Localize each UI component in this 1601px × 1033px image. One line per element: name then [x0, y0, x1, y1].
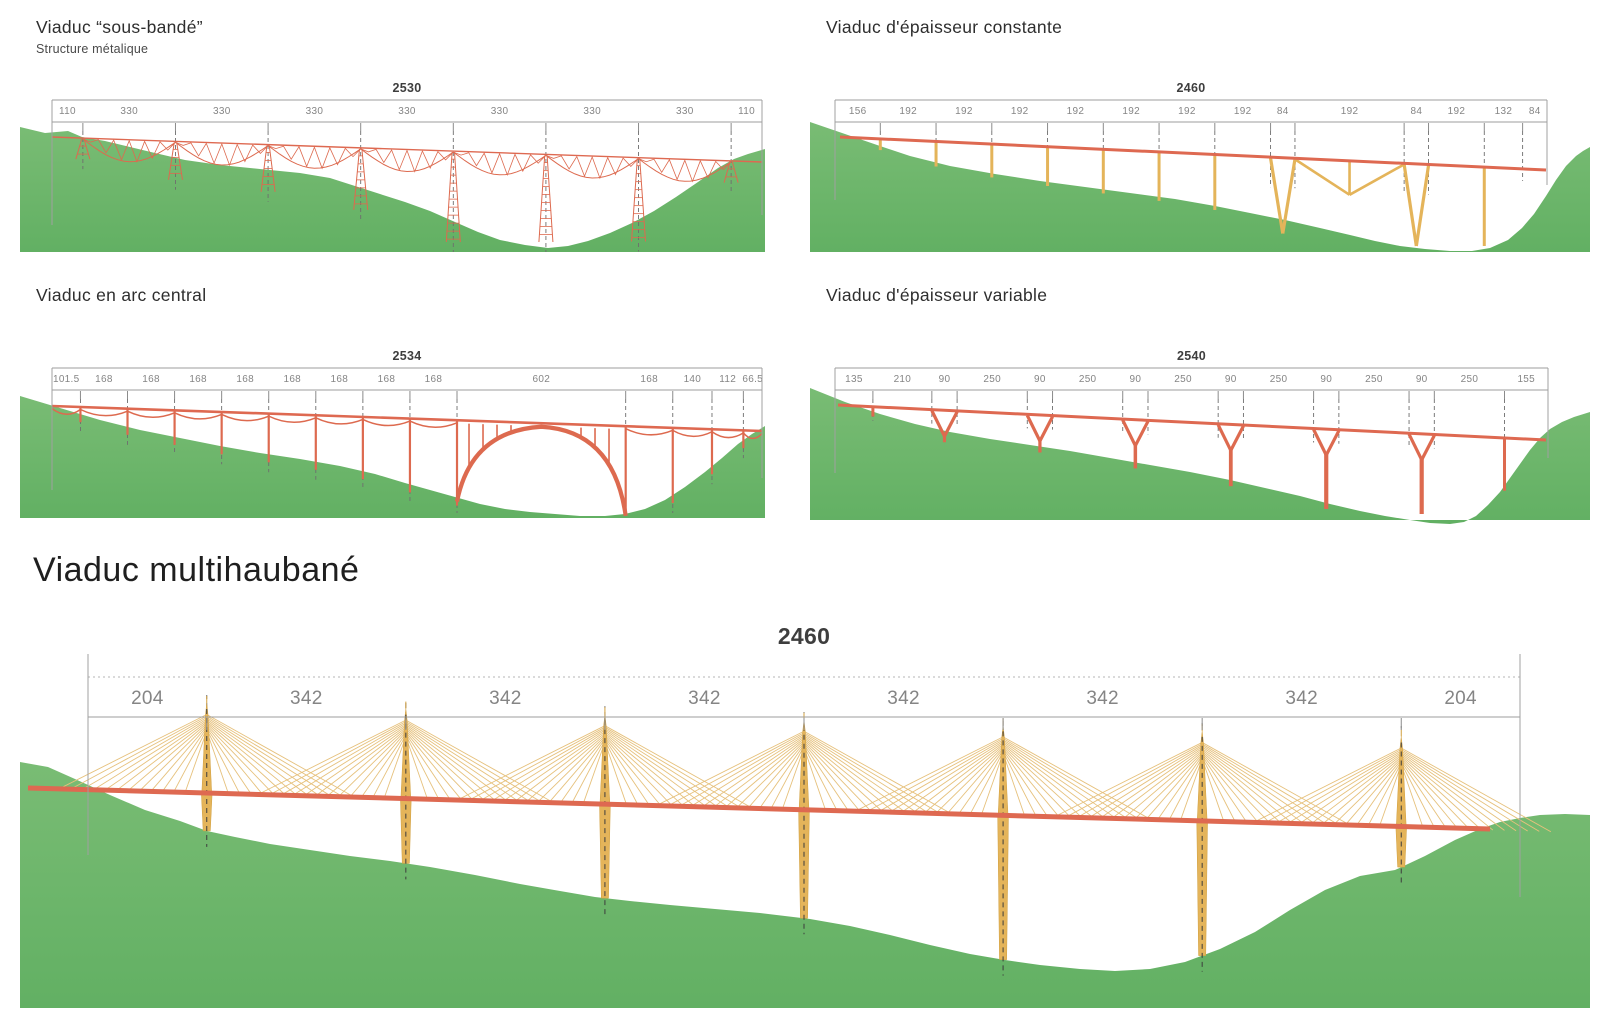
- svg-text:2460: 2460: [778, 623, 830, 649]
- svg-text:192: 192: [1234, 106, 1252, 117]
- svg-text:192: 192: [1122, 106, 1140, 117]
- svg-text:342: 342: [1086, 688, 1119, 709]
- svg-text:210: 210: [894, 374, 912, 385]
- dimension-ruler: 2540 135 210 90 250 90 250 90 250 90 250 90 250 90 250…: [834, 349, 1549, 473]
- svg-text:90: 90: [1034, 374, 1046, 385]
- bridge-structure-sous-bande: [75, 138, 739, 243]
- svg-text:250: 250: [1365, 374, 1383, 385]
- dimension-ruler: 2530 110 330 330 330 330 330 330 330 110: [51, 81, 763, 225]
- svg-text:156: 156: [849, 106, 867, 117]
- svg-text:330: 330: [583, 106, 601, 117]
- panel-title-sous-bande: Viaduc “sous-bandé”: [36, 17, 203, 37]
- svg-text:192: 192: [1178, 106, 1196, 117]
- svg-text:112: 112: [719, 374, 736, 385]
- svg-text:110: 110: [59, 106, 76, 117]
- bridge-deck: [51, 404, 763, 433]
- panel-title-epaisseur-variable: Viaduc d'épaisseur variable: [826, 285, 1048, 305]
- dimension-ruler: 2460 156 192 192 192 192 192 192 192 84 192 84 192 13…: [834, 81, 1548, 200]
- svg-text:192: 192: [1448, 106, 1466, 117]
- svg-text:90: 90: [1129, 374, 1141, 385]
- svg-text:192: 192: [1341, 106, 1359, 117]
- svg-text:342: 342: [290, 688, 323, 709]
- svg-text:168: 168: [640, 374, 658, 385]
- svg-text:192: 192: [899, 106, 917, 117]
- panel-title-arc-central: Viaduc en arc central: [36, 285, 207, 305]
- svg-text:342: 342: [1285, 688, 1318, 709]
- svg-text:168: 168: [331, 374, 349, 385]
- svg-text:330: 330: [398, 106, 416, 117]
- svg-text:2460: 2460: [1176, 81, 1205, 95]
- terrain-profile: [20, 762, 1590, 1008]
- bridge-structure-arc-central: [51, 407, 763, 517]
- svg-text:90: 90: [1416, 374, 1428, 385]
- svg-text:204: 204: [131, 688, 164, 709]
- svg-text:168: 168: [142, 374, 160, 385]
- svg-text:250: 250: [983, 374, 1001, 385]
- svg-text:110: 110: [738, 106, 755, 117]
- svg-text:192: 192: [1067, 106, 1085, 117]
- svg-text:342: 342: [688, 688, 721, 709]
- terrain-profile: [20, 396, 765, 518]
- svg-text:168: 168: [95, 374, 113, 385]
- bridge-deck: [51, 136, 763, 163]
- svg-text:66.5: 66.5: [742, 374, 763, 385]
- svg-text:250: 250: [1174, 374, 1192, 385]
- svg-text:132: 132: [1495, 106, 1513, 117]
- terrain-profile: [20, 127, 765, 252]
- svg-text:342: 342: [489, 688, 522, 709]
- diagram-epaisseur-constante: 2460 156 192 192 192 192 192 192 192 84 192 84 192 13…: [810, 81, 1590, 252]
- panel-title-epaisseur-constante: Viaduc d'épaisseur constante: [826, 17, 1063, 37]
- diagram-multihaubane: 2460 204 342 342 342 342 342 342 204: [20, 623, 1590, 1008]
- bridge-deck: [839, 135, 1547, 172]
- panel-subtitle-sous-bande: Structure métalique: [36, 42, 149, 56]
- svg-text:192: 192: [955, 106, 973, 117]
- svg-text:250: 250: [1270, 374, 1288, 385]
- svg-text:90: 90: [939, 374, 951, 385]
- diagram-arc-central: 2534 101.5 168 168 168 168 168 168 168 168 602 168 1…: [20, 349, 765, 518]
- svg-text:168: 168: [425, 374, 443, 385]
- svg-text:330: 330: [306, 106, 324, 117]
- svg-text:250: 250: [1079, 374, 1097, 385]
- svg-text:168: 168: [378, 374, 396, 385]
- dimension-ruler: 2460 204 342 342 342 342 342 342 204: [87, 623, 1521, 897]
- svg-text:90: 90: [1225, 374, 1237, 385]
- bridge-deck: [837, 403, 1547, 442]
- svg-text:250: 250: [1461, 374, 1479, 385]
- terrain-profile: [810, 122, 1590, 252]
- svg-text:2540: 2540: [1177, 349, 1206, 363]
- svg-text:602: 602: [533, 374, 551, 385]
- bridge-deck: [27, 785, 1491, 832]
- svg-text:330: 330: [491, 106, 509, 117]
- diagram-sous-bande: 2530 110 330 330 330 330 330 330 330 110: [20, 81, 765, 252]
- panel-title-multihaubane: Viaduc multihaubané: [33, 551, 360, 589]
- svg-text:140: 140: [684, 374, 702, 385]
- svg-text:204: 204: [1444, 688, 1477, 709]
- bridge-structure-epaisseur-constante: [878, 138, 1486, 247]
- svg-text:84: 84: [1410, 106, 1422, 117]
- svg-text:155: 155: [1517, 374, 1535, 385]
- svg-text:84: 84: [1529, 106, 1541, 117]
- svg-text:84: 84: [1277, 106, 1289, 117]
- svg-text:168: 168: [283, 374, 301, 385]
- svg-text:90: 90: [1320, 374, 1332, 385]
- svg-text:330: 330: [676, 106, 694, 117]
- svg-text:101.5: 101.5: [53, 374, 80, 385]
- svg-text:168: 168: [189, 374, 207, 385]
- svg-text:168: 168: [236, 374, 254, 385]
- svg-text:330: 330: [213, 106, 231, 117]
- dimension-ruler: 2534 101.5 168 168 168 168 168 168 168 168 602 168 1…: [51, 349, 763, 490]
- svg-text:2534: 2534: [392, 349, 421, 363]
- svg-text:192: 192: [1011, 106, 1029, 117]
- svg-text:135: 135: [845, 374, 863, 385]
- bridge-structure-epaisseur-variable: [871, 406, 1506, 514]
- svg-text:342: 342: [887, 688, 920, 709]
- terrain-profile: [810, 388, 1590, 524]
- diagram-epaisseur-variable: 2540 135 210 90 250 90 250 90 250 90 250 90 250 90 250…: [810, 349, 1590, 524]
- svg-text:2530: 2530: [392, 81, 421, 95]
- bridge-structure-multihaubane: [56, 696, 1552, 976]
- svg-text:330: 330: [120, 106, 138, 117]
